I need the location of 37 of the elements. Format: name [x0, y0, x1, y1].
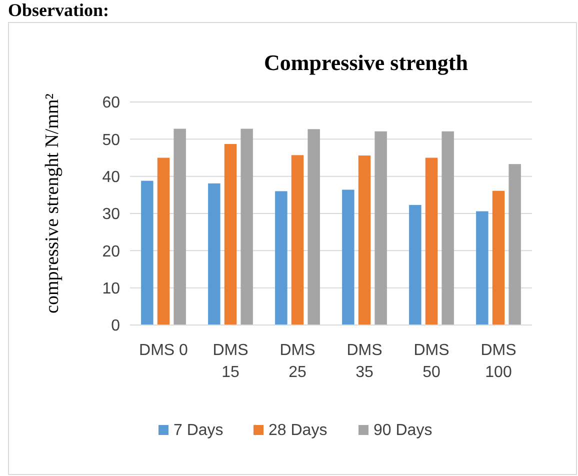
bar	[174, 128, 186, 325]
bar	[291, 155, 304, 325]
y-tick-label: 0	[111, 318, 120, 335]
y-tick-label: 40	[102, 168, 120, 186]
y-tick-label: 50	[102, 132, 120, 149]
text: Observation:	[8, 0, 109, 20]
bar	[409, 204, 422, 325]
bar	[308, 129, 320, 325]
chart-title: Compressive strength	[264, 50, 468, 75]
bar	[492, 190, 505, 325]
x-tick-label: DMS 50	[414, 342, 450, 381]
y-tick-label: 30	[102, 206, 120, 224]
x-tick-label: DMS 0	[139, 342, 188, 359]
bar	[374, 131, 387, 325]
bar	[208, 183, 220, 325]
y-axis-title: compressive strenght N/mm²	[42, 93, 63, 314]
legend-label: 28 Days	[268, 422, 328, 439]
y-tick-label: 60	[102, 94, 120, 112]
bar	[275, 191, 288, 325]
bar	[224, 144, 237, 325]
x-tick-label: DMS 25	[280, 342, 316, 381]
bar	[141, 180, 154, 325]
x-tick-label: DMS 35	[346, 342, 382, 381]
y-tick-label: 10	[102, 280, 120, 298]
legend-label: 90 Days	[374, 422, 432, 439]
bar	[508, 164, 521, 325]
bar	[358, 156, 371, 325]
bar	[240, 128, 253, 325]
y-tick-label: 20	[102, 243, 120, 260]
bar	[157, 158, 170, 325]
legend-label: 7 Days	[174, 422, 224, 439]
x-tick-label: DMS 15	[212, 342, 248, 381]
bar	[425, 158, 438, 325]
bar	[342, 190, 354, 325]
bar	[476, 211, 488, 325]
x-tick-label: DMS 100	[480, 342, 516, 381]
bar	[442, 131, 454, 325]
